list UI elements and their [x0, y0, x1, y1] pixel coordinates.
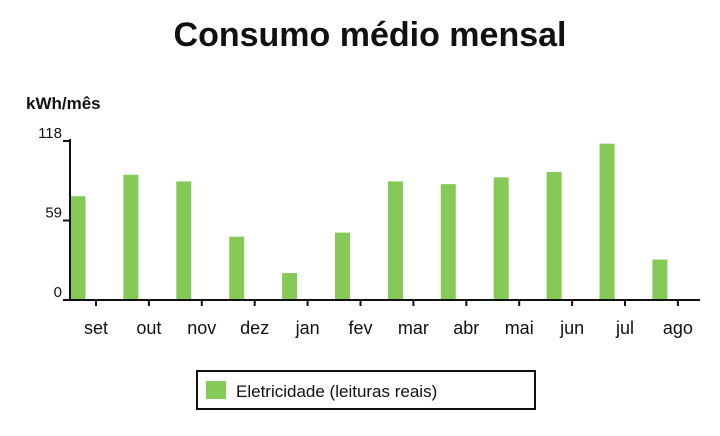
- x-tick-label: abr: [453, 318, 479, 338]
- x-tick-label: set: [84, 318, 108, 338]
- x-tick-label: out: [136, 318, 161, 338]
- bars-group: [70, 143, 668, 300]
- y-tick-label: 0: [54, 284, 62, 301]
- x-tick-label: mai: [505, 318, 534, 338]
- x-ticks-group: set out nov dez jan fev mar abr mai jun jul ago: [84, 300, 693, 338]
- x-tick-label: ago: [663, 318, 693, 338]
- bar-set: [70, 196, 86, 300]
- bar-jan: [282, 273, 298, 300]
- bar-out: [123, 174, 139, 300]
- bar-mai: [493, 177, 509, 300]
- bar-fev: [335, 232, 350, 300]
- x-tick-label: jul: [615, 318, 634, 338]
- legend-label: Eletricidade (leituras reais): [236, 382, 437, 401]
- bar-abr: [440, 184, 456, 300]
- x-tick-label: dez: [240, 318, 269, 338]
- y-axis-label: kWh/mês: [26, 94, 101, 113]
- legend-box: [196, 370, 536, 410]
- y-tick-label: 118: [38, 125, 62, 142]
- bar-ago: [652, 259, 668, 300]
- chart-title: Consumo médio mensal: [174, 16, 567, 54]
- x-tick-label: jan: [295, 318, 320, 338]
- bar-nov: [176, 181, 192, 300]
- bar-mar: [387, 181, 403, 300]
- y-tick-label: 59: [45, 205, 62, 222]
- legend: Eletricidade (leituras reais): [196, 370, 536, 410]
- legend-swatch: [206, 381, 226, 399]
- x-tick-label: fev: [348, 318, 372, 338]
- y-ticks-group: 0 59 118: [38, 125, 70, 301]
- x-tick-label: jun: [559, 318, 584, 338]
- x-tick-label: mar: [398, 318, 429, 338]
- x-tick-label: nov: [187, 318, 216, 338]
- bar-jul: [599, 143, 615, 300]
- bar-dez: [229, 236, 245, 300]
- bar-jun: [546, 171, 562, 300]
